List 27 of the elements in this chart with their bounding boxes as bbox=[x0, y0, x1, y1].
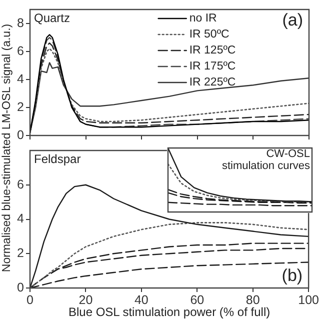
y-tick-label: 6 bbox=[17, 177, 24, 192]
y-tick-label: 4 bbox=[17, 72, 24, 86]
legend-label: IR 50ºC bbox=[189, 28, 230, 41]
y-tick-label: 6 bbox=[17, 44, 24, 58]
legend-label: no IR bbox=[189, 12, 217, 25]
annotation: (b) bbox=[282, 266, 303, 286]
y-tick-label: 8 bbox=[17, 16, 24, 30]
annotation: Feldspar bbox=[34, 152, 81, 166]
legend-label: IR 125ºC bbox=[189, 44, 236, 57]
y-tick-label: 0 bbox=[17, 128, 24, 142]
y-tick-label: 2 bbox=[17, 246, 24, 260]
y-tick-label: 0 bbox=[17, 280, 24, 294]
annotation: (a) bbox=[282, 10, 303, 30]
y-tick-label: 4 bbox=[17, 212, 24, 226]
x-tick-label: 80 bbox=[246, 292, 260, 307]
x-axis-title: Blue OSL stimulation power (% of full) bbox=[68, 305, 270, 320]
text: CW-OSL stimulation curves bbox=[220, 148, 310, 172]
x-tick-label: 60 bbox=[190, 292, 204, 307]
x-tick-label: 0 bbox=[26, 292, 34, 307]
legend-label: IR 225ºC bbox=[189, 76, 236, 89]
annotation: Quartz bbox=[34, 10, 70, 25]
legend-label: IR 175ºC bbox=[189, 60, 236, 73]
x-tick-label: 100 bbox=[298, 292, 320, 307]
x-tick-label: 20 bbox=[78, 292, 93, 307]
y-axis-title: Normalised blue-stimulated LM-OSL signal (a.u.) bbox=[1, 22, 14, 274]
y-tick-label: 2 bbox=[17, 100, 24, 114]
x-tick-label: 40 bbox=[134, 292, 148, 307]
